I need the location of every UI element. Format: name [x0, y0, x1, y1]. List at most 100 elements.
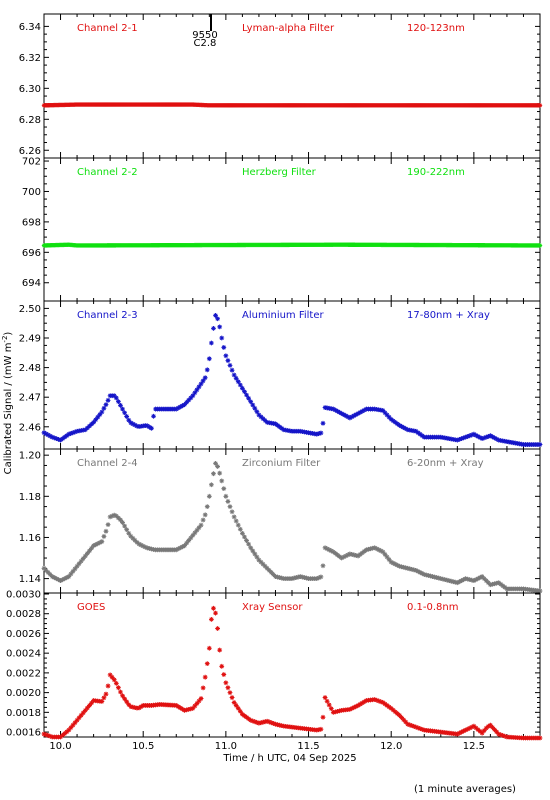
data-point [113, 680, 119, 686]
data-point [465, 434, 471, 439]
data-point [314, 431, 320, 437]
y-axis-title-main: Calibrated Signal / (mW m [3, 343, 14, 475]
y-tick-label: 694 [22, 278, 41, 289]
data-point [500, 583, 506, 589]
data-point [182, 543, 187, 549]
data-point [173, 703, 179, 708]
y-tick-label: 0.0018 [6, 708, 41, 719]
flare-marker-top-label: 9550 [192, 30, 217, 41]
data-point [248, 399, 254, 405]
y-tick-label: 6.28 [19, 115, 41, 126]
y-tick-label: 0.0030 [6, 589, 41, 600]
data-point [248, 717, 254, 723]
data-point [95, 541, 101, 547]
data-point [374, 546, 380, 552]
data-point [60, 577, 65, 583]
data-point [359, 700, 365, 706]
data-point [192, 390, 198, 396]
data-point [60, 732, 65, 738]
data-point [252, 719, 258, 725]
data-point [254, 720, 260, 725]
data-point [345, 414, 351, 420]
data-point [178, 404, 183, 410]
data-point [537, 442, 543, 447]
data-point [41, 430, 47, 436]
data-point [97, 540, 103, 545]
data-point [262, 418, 268, 423]
data-point [421, 572, 427, 577]
data-point [266, 719, 272, 725]
data-point [485, 723, 491, 729]
data-point [206, 356, 212, 362]
y-tick-label: 0.0016 [6, 728, 41, 739]
data-point [202, 512, 208, 518]
data-point [330, 406, 336, 412]
data-point [333, 551, 338, 556]
data-point [382, 552, 388, 557]
data-point [130, 421, 136, 427]
data-point [359, 550, 365, 556]
data-point [202, 674, 208, 680]
data-point [388, 417, 394, 422]
data-point [124, 527, 130, 533]
data-point [124, 414, 130, 419]
data-point [211, 605, 216, 611]
data-point [89, 421, 94, 427]
data-point [107, 514, 113, 520]
flare-marker-bottom-label: C2.8 [194, 38, 217, 49]
y-tick-label: 1.16 [19, 533, 41, 544]
data-point [101, 695, 107, 701]
data-point [180, 544, 185, 550]
data-point [41, 731, 47, 737]
y-tick-label: 1.20 [19, 451, 41, 462]
data-point [192, 530, 198, 536]
data-point [256, 557, 262, 563]
data-point [240, 530, 245, 536]
data-point [103, 691, 109, 697]
data-point [415, 725, 421, 731]
band-label: 17-80nm + Xray [407, 310, 490, 321]
data-point [186, 397, 192, 403]
data-point [93, 417, 99, 423]
data-point [215, 316, 220, 322]
data-point [479, 436, 485, 442]
data-point [459, 578, 464, 584]
data-point [202, 375, 208, 381]
data-point [454, 580, 460, 586]
data-point [196, 384, 202, 390]
data-point [411, 567, 417, 573]
data-point [240, 711, 245, 717]
data-point [80, 710, 86, 716]
data-point [382, 410, 388, 416]
data-point [271, 721, 276, 726]
series-points [41, 605, 543, 741]
data-point [85, 705, 90, 711]
data-point [318, 430, 324, 436]
data-point [419, 726, 425, 732]
data-point [49, 434, 55, 440]
data-point [395, 711, 400, 716]
data-point [66, 574, 72, 579]
data-point [469, 432, 475, 438]
data-point [372, 545, 378, 551]
channel-label: Channel 2-1 [77, 23, 138, 34]
data-point [74, 563, 80, 569]
data-point [465, 576, 471, 582]
channel-label: Channel 2-3 [77, 310, 138, 321]
data-point [380, 549, 386, 555]
data-point [537, 243, 543, 248]
data-point [219, 663, 225, 669]
data-point [62, 731, 68, 736]
data-point [537, 735, 543, 741]
y-axis-title-exponent: -2 [1, 336, 9, 343]
x-tick-label: 12.0 [380, 741, 402, 752]
data-point [68, 571, 74, 577]
data-point [91, 419, 96, 425]
data-point [200, 517, 206, 523]
data-point [392, 419, 398, 425]
data-point [471, 578, 477, 584]
data-point [337, 554, 342, 559]
data-point [417, 726, 423, 732]
data-point [490, 434, 495, 440]
y-axis-title-close: ) [3, 332, 14, 336]
